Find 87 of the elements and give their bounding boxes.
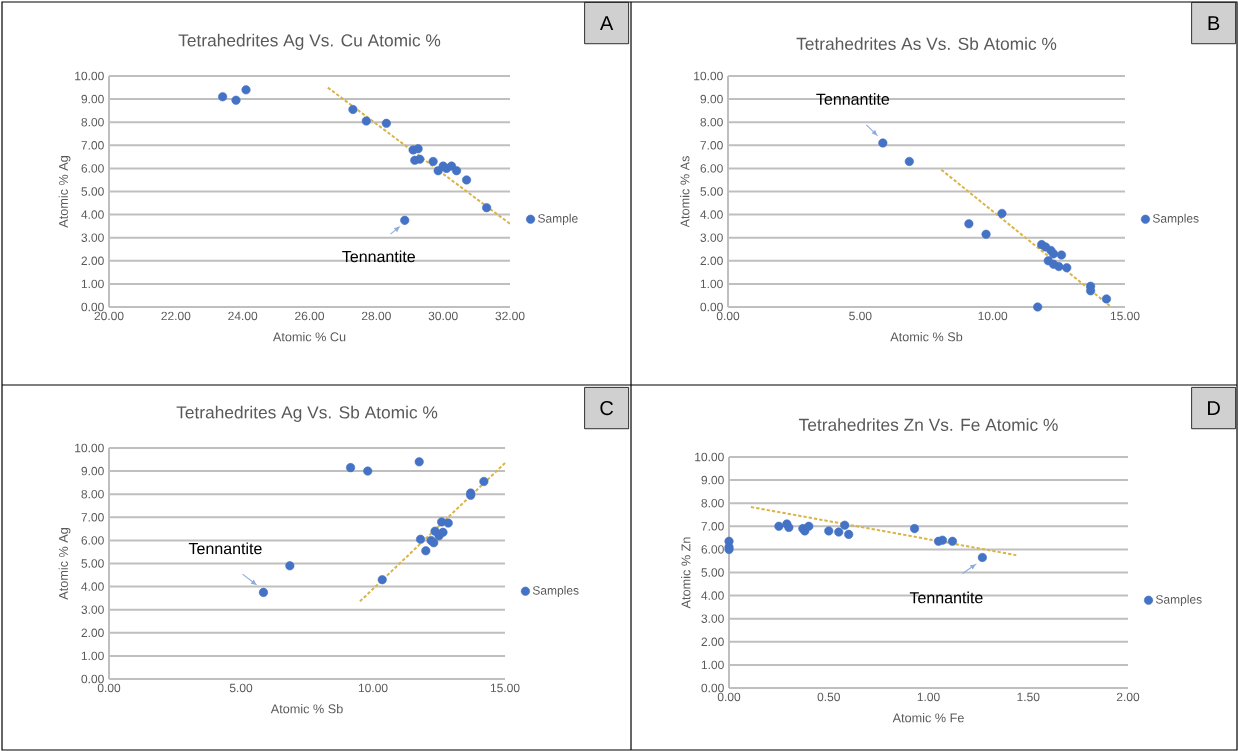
y-tick-label: 9.00 [700,94,723,104]
x-tick-label: 30.00 [428,311,458,321]
text: B [1208,16,1220,30]
y-tick-label: 4.00 [81,582,104,591]
y-axis-title: Atomic % Zn [681,537,691,609]
x-tick-label: 0.00 [97,683,121,693]
legend-label: Samples [1152,213,1199,226]
annotation: Tennantite [909,591,983,604]
x-tick-label: 26.00 [295,311,325,321]
legend-label: Samples [532,585,579,598]
y-tick-label: 0.00 [81,302,104,312]
x-tick-label: 24.00 [228,311,258,321]
y-tick-label: 5.00 [81,559,104,568]
chart-title: Tetrahedrites Ag Vs. Cu Atomic % [178,33,441,50]
y-tick-label: 2.00 [700,256,723,266]
y-tick-label: 1.00 [701,660,724,670]
y-tick-label: 3.00 [81,233,104,242]
y-tick-label: 6.00 [700,164,723,173]
y-tick-label: 9.00 [81,466,104,476]
y-tick-label: 4.00 [700,210,723,219]
y-tick-label: 8.00 [81,489,104,499]
x-tick-label: 1.00 [917,692,940,702]
y-axis-title: Atomic % Ag [58,528,71,600]
y-tick-label: 8.00 [81,117,104,127]
y-tick-label: 10.00 [695,452,724,462]
y-tick-label: 6.00 [701,545,724,554]
x-tick-label: 10.00 [358,683,388,693]
y-tick-label: 2.00 [701,637,724,647]
x-tick-label: 0.00 [717,692,741,702]
x-tick-label: 32.00 [495,311,525,321]
y-tick-label: 4.00 [701,591,724,600]
chart-title: Tetrahedrites Zn Vs. Fe Atomic % [799,418,1058,431]
x-tick-label: 1.50 [1017,692,1040,702]
y-axis-title: Atomic % As [680,156,690,228]
annotation: Tennantite [342,250,415,263]
text: D [1208,401,1220,415]
y-tick-label: 7.00 [701,522,724,531]
x-tick-label: 15.00 [490,683,520,693]
x-tick-label: 5.00 [849,311,872,321]
y-tick-label: 7.00 [700,141,723,150]
x-axis-title: Atomic % Cu [272,332,346,342]
y-tick-label: 6.00 [81,536,104,545]
x-tick-label: 5.00 [229,683,253,693]
y-tick-label: 1.00 [700,279,723,289]
y-tick-label: 5.00 [701,568,724,577]
x-tick-label: 0.00 [716,311,740,321]
y-tick-label: 2.00 [81,256,104,266]
y-tick-label: 10.00 [75,443,104,453]
y-tick-label: 8.00 [700,117,723,127]
x-axis-title: Atomic % Sb [270,704,343,714]
legend-label: Sample [538,213,578,226]
y-tick-label: 1.00 [81,279,104,289]
text: A [599,16,614,30]
y-tick-label: 0.00 [81,674,104,684]
y-tick-label: 9.00 [701,475,724,485]
annotation: Tennantite [816,93,890,105]
x-tick-label: 28.00 [361,311,391,321]
y-tick-label: 3.00 [81,605,104,614]
y-tick-label: 3.00 [701,614,724,623]
y-tick-label: 10.00 [694,71,723,81]
y-tick-label: 5.00 [81,187,104,196]
x-tick-label: 15.00 [1110,311,1140,321]
y-tick-label: 0.00 [700,302,723,312]
y-tick-label: 9.00 [81,94,104,104]
y-tick-label: 7.00 [81,141,104,150]
text: C [600,400,614,416]
y-tick-label: 4.00 [81,210,104,219]
annotation: Tennantite [188,542,262,555]
y-tick-label: 5.00 [700,187,723,196]
x-tick-label: 0.50 [817,692,840,702]
x-axis-title: Atomic % Fe [892,713,964,723]
y-axis-title: Atomic % Ag [58,156,71,228]
x-tick-label: 22.00 [161,311,191,321]
chart-title: Tetrahedrites As Vs. Sb Atomic % [796,37,1057,50]
y-tick-label: 3.00 [700,233,723,242]
x-tick-label: 10.00 [978,311,1008,321]
x-tick-label: 20.00 [94,311,124,321]
y-tick-label: 8.00 [701,498,724,508]
legend-label: Samples [1155,594,1202,607]
y-tick-label: 2.00 [81,628,104,638]
y-tick-label: 7.00 [81,513,104,522]
x-tick-label: 2.00 [1116,692,1140,702]
x-axis-title: Atomic % Sb [890,332,963,342]
y-tick-label: 6.00 [81,164,104,173]
chart-title: Tetrahedrites Ag Vs. Sb Atomic % [176,405,438,422]
y-tick-label: 10.00 [75,71,104,81]
y-tick-label: 1.00 [81,651,104,661]
